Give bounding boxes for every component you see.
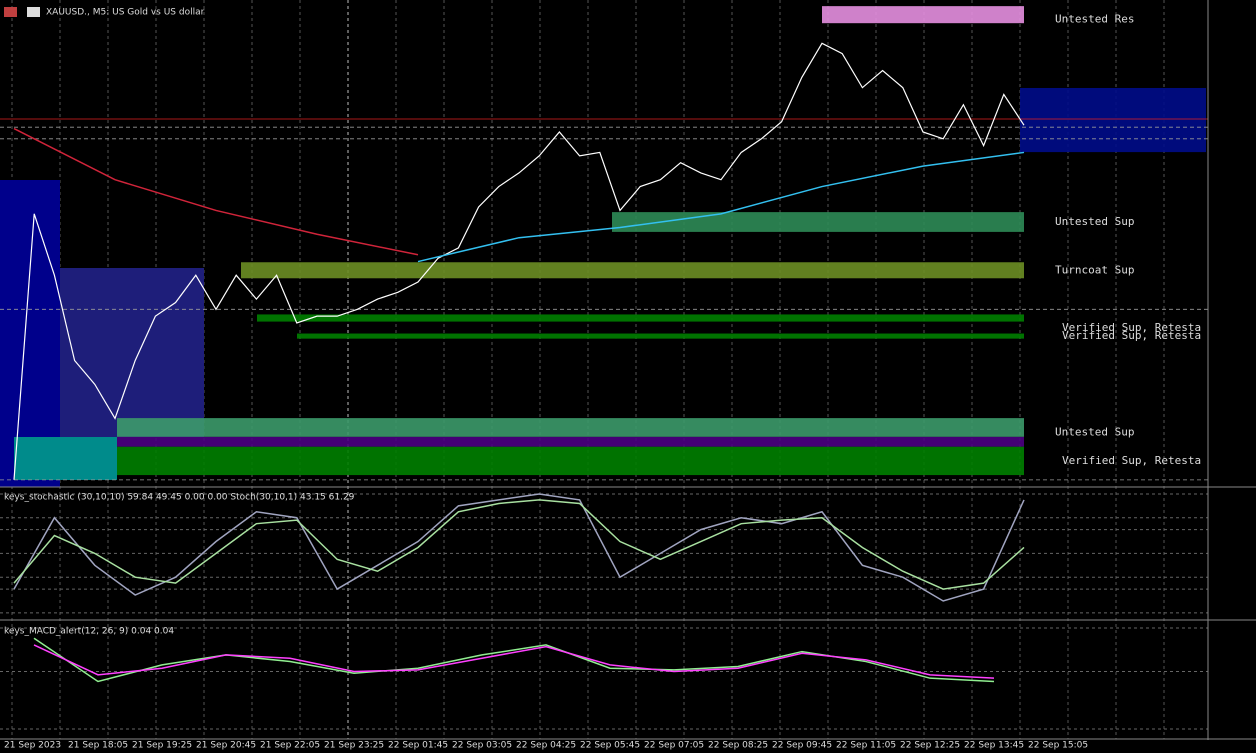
indicator-title: keys_stochastic (30,10,10) 59.84 49.45 0… (4, 493, 355, 503)
zone-label: Verified Sup, Retesta (1062, 454, 1201, 467)
x-tick-label: 21 Sep 2023 (4, 741, 61, 751)
series-line (13, 42, 1025, 480)
zone (117, 418, 1024, 437)
zone-label: Verified Sup, Retesta (1062, 329, 1201, 342)
icon (27, 7, 40, 17)
x-tick-label: 21 Sep 19:25 (132, 741, 192, 751)
zone (257, 314, 1024, 322)
x-tick-label: 22 Sep 03:05 (452, 741, 512, 751)
zone-label: Turncoat Sup (1055, 263, 1134, 276)
axis-background (1208, 0, 1256, 753)
x-tick-label: 22 Sep 15:05 (1028, 741, 1088, 751)
zone (117, 446, 1024, 476)
x-tick-label: 22 Sep 08:25 (708, 741, 768, 751)
x-tick-label: 22 Sep 05:45 (580, 741, 640, 751)
range-box (0, 180, 60, 487)
icon (4, 7, 17, 17)
x-tick-label: 21 Sep 18:05 (68, 741, 128, 751)
zone (612, 212, 1024, 232)
series-line (13, 493, 1025, 602)
x-tick-label: 22 Sep 04:25 (516, 741, 576, 751)
zone-label: Verified Sup, Retesta (1062, 321, 1201, 334)
zone (822, 6, 1024, 24)
x-tick-label: 22 Sep 13:45 (964, 741, 1024, 751)
plot-layer: Untested Res Untested Sup Turncoat Sup Veri… (0, 6, 1251, 751)
x-tick-label: 21 Sep 20:45 (196, 741, 256, 751)
x-tick-label: 21 Sep 23:25 (324, 741, 384, 751)
x-tick-label: 22 Sep 12:25 (900, 741, 960, 751)
zone (117, 436, 1024, 447)
zone-label: Untested Sup (1055, 215, 1134, 228)
zone (1020, 87, 1206, 153)
zone-label: Untested Res (1055, 13, 1134, 26)
series-line (13, 127, 419, 256)
series-line (33, 644, 995, 679)
series-line (417, 151, 1025, 263)
chart-title: XAUUSD., M5: US Gold vs US dollar (46, 8, 205, 18)
x-tick-label: 22 Sep 01:45 (388, 741, 448, 751)
zone-label: Untested Sup (1055, 425, 1134, 438)
indicator-title: keys_MACD_alert(12, 26, 9) 0.04 0.04 (4, 627, 174, 637)
x-tick-label: 22 Sep 07:05 (644, 741, 704, 751)
x-tick-label: 22 Sep 11:05 (836, 741, 896, 751)
series-line (13, 499, 1025, 590)
zone (241, 262, 1024, 279)
zone (297, 333, 1024, 339)
x-tick-label: 22 Sep 09:45 (772, 741, 832, 751)
x-tick-label: 21 Sep 22:05 (260, 741, 320, 751)
range-box (14, 437, 117, 480)
